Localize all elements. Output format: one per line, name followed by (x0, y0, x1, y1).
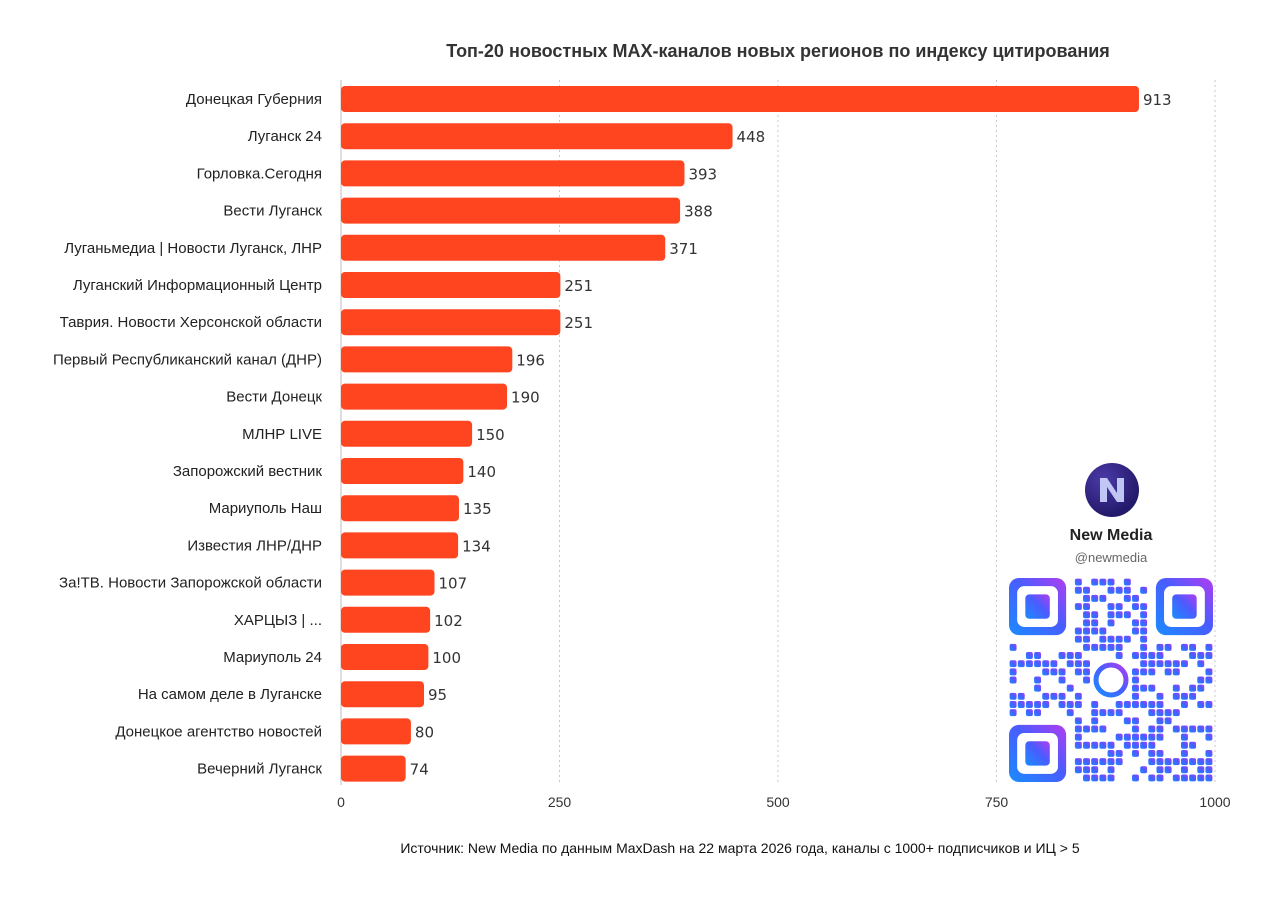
bar (341, 569, 435, 596)
value-label: 196 (516, 351, 545, 369)
bar (341, 718, 411, 745)
value-label: 150 (476, 426, 505, 444)
value-label: 95 (428, 686, 447, 704)
value-label: 393 (688, 165, 717, 183)
bars (341, 86, 1139, 782)
category-labels: Донецкая Губерния Луганск 24 Горловка.Сего… (53, 91, 322, 778)
category-label: Луганьмедиа | Новости Луганск, ЛНР (64, 240, 322, 257)
value-label: 913 (1143, 91, 1172, 109)
qr-code-icon (1009, 578, 1213, 782)
category-label: Мариуполь 24 (223, 649, 322, 666)
brand-block: New Media @newmedia (1005, 460, 1217, 782)
value-label: 135 (463, 500, 492, 518)
category-label: Таврия. Новости Херсонской области (60, 314, 322, 331)
bar (341, 644, 429, 670)
bar (341, 123, 733, 150)
value-label: 190 (511, 389, 540, 407)
category-label: На самом деле в Луганске (138, 686, 322, 703)
value-label: 100 (432, 649, 461, 667)
bar (341, 458, 464, 484)
bar (341, 420, 473, 447)
category-label: Первый Республиканский канал (ДНР) (53, 351, 322, 368)
x-tick-label: 1000 (1199, 794, 1230, 810)
x-axis-ticks: 0 250 500 750 1000 (337, 794, 1231, 810)
x-tick-label: 750 (985, 794, 1009, 810)
category-label: Вечерний Луганск (197, 761, 322, 778)
bar (341, 346, 513, 373)
brand-handle[interactable]: @newmedia (1074, 550, 1148, 565)
category-label: За!ТВ. Новости Запорожской области (59, 575, 322, 592)
x-tick-label: 0 (337, 794, 345, 810)
bar (341, 160, 685, 187)
bar (341, 234, 666, 261)
category-label: Запорожский вестник (173, 463, 323, 480)
value-label: 107 (439, 575, 468, 593)
value-label: 448 (737, 128, 766, 146)
category-label: Вести Донецк (226, 389, 322, 406)
brand-name: New Media (1069, 527, 1153, 544)
category-label: Известия ЛНР/ДНР (187, 537, 322, 554)
category-label: Вести Луганск (223, 203, 322, 220)
category-label: Мариуполь Наш (209, 500, 322, 517)
chart-title: Топ-20 новостных MAX-каналов новых регио… (446, 41, 1110, 61)
bar (341, 495, 459, 522)
category-label: Донецкая Губерния (186, 91, 322, 108)
category-label: МЛНР LIVE (242, 426, 322, 443)
category-label: Донецкое агентство новостей (115, 723, 322, 740)
bar (341, 532, 459, 559)
new-media-logo-icon (1085, 463, 1139, 517)
bar (341, 755, 406, 782)
bar (341, 681, 425, 708)
bar (341, 606, 431, 633)
x-tick-label: 250 (548, 794, 572, 810)
category-label: Горловка.Сегодня (197, 165, 322, 182)
value-label: 134 (462, 537, 491, 555)
value-label: 74 (410, 761, 429, 779)
value-label: 251 (564, 277, 593, 295)
bar (341, 197, 681, 224)
value-label: 80 (415, 723, 434, 741)
source-note: Источник: New Media по данным MaxDash на… (400, 840, 1079, 856)
value-label: 251 (564, 314, 593, 332)
x-tick-label: 500 (766, 794, 790, 810)
value-label: 371 (669, 240, 698, 258)
bar (341, 86, 1139, 112)
category-label: Луганский Информационный Центр (73, 277, 322, 294)
bar (341, 272, 561, 298)
value-labels: 913 448 393 388 371 251 251 196 190 150 140 135 134 1… (410, 91, 1172, 779)
value-label: 102 (434, 612, 463, 630)
category-label: ХАРЦЫЗ | ... (234, 612, 322, 629)
category-label: Луганск 24 (248, 128, 322, 145)
bar (341, 309, 561, 336)
value-label: 388 (684, 203, 713, 221)
value-label: 140 (467, 463, 496, 481)
bar (341, 383, 508, 410)
